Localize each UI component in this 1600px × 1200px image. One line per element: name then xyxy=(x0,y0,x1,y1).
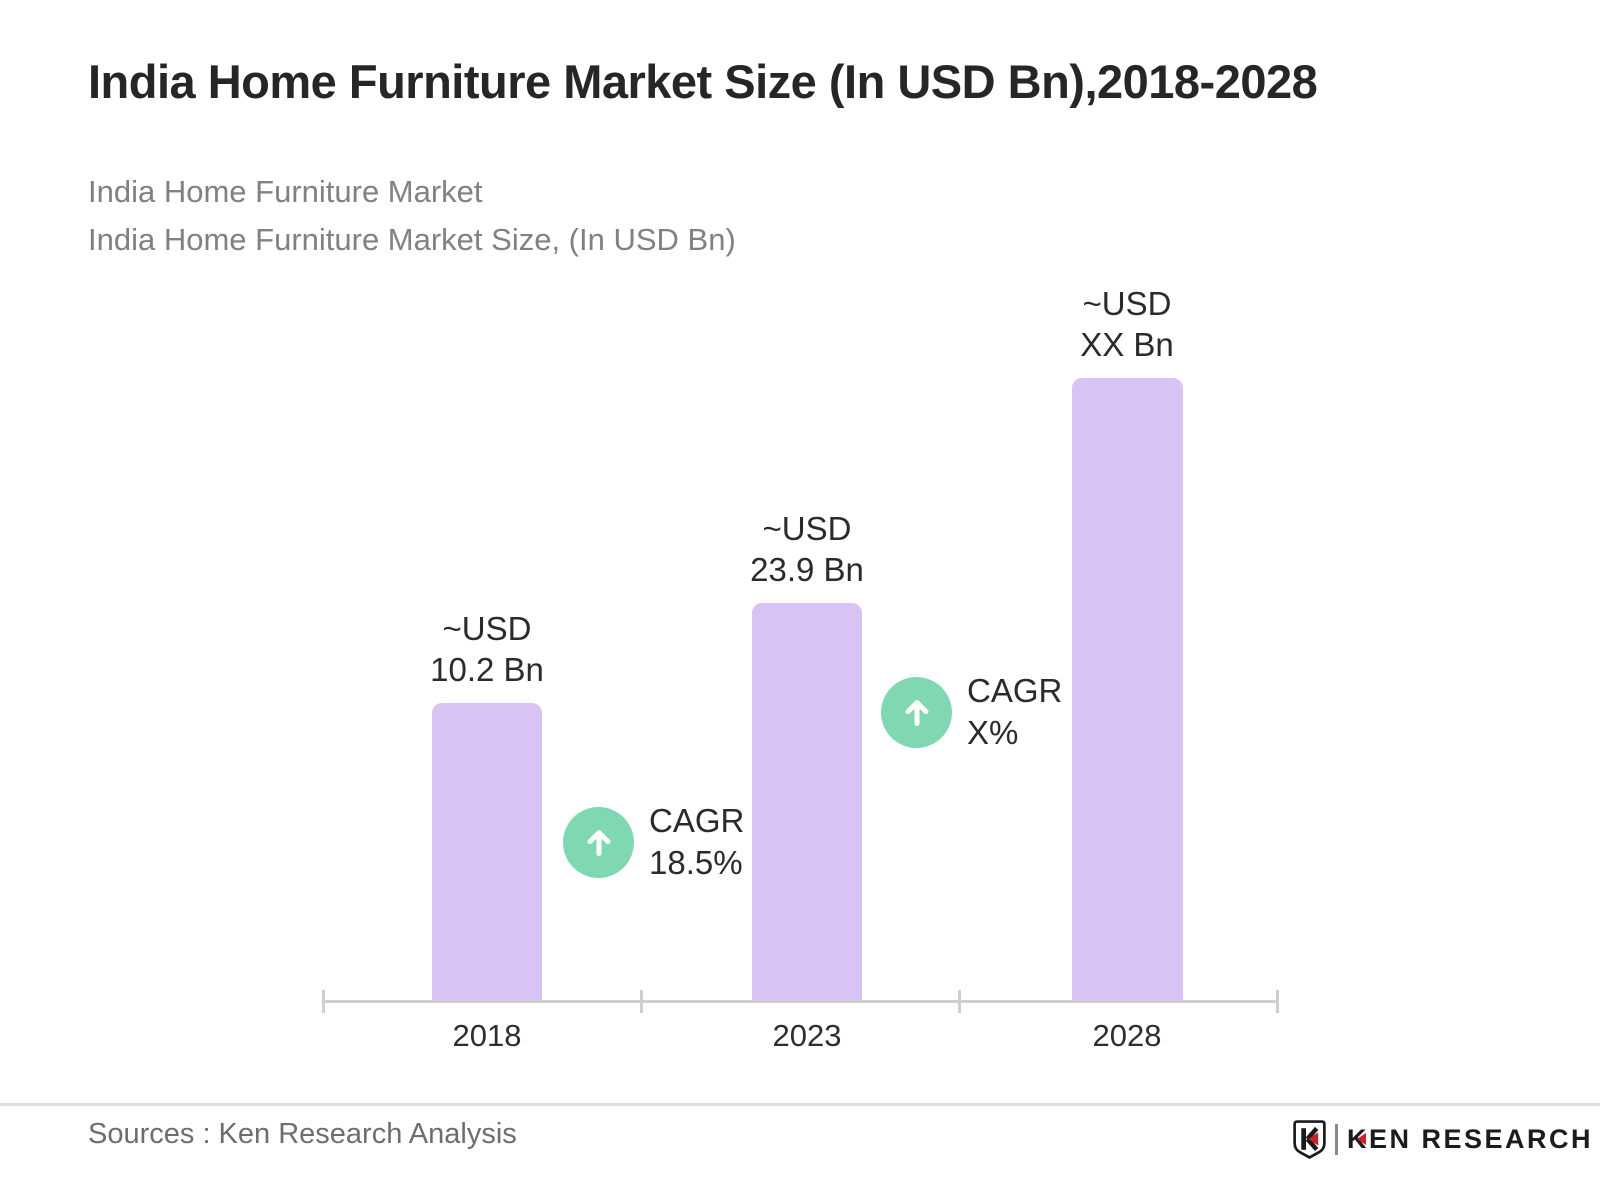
value-label-2023: ~USD 23.9 Bn xyxy=(697,508,917,590)
cagr-label-line: CAGR xyxy=(649,802,745,839)
page-title: India Home Furniture Market Size (In USD… xyxy=(88,55,1318,108)
bar-2018 xyxy=(432,703,542,1002)
cagr-badge-2023-2028: CAGR X% xyxy=(881,670,1062,754)
logo-text: KEN RESEARCH xyxy=(1347,1123,1594,1154)
cagr-label-line: CAGR xyxy=(967,672,1063,709)
x-axis-line xyxy=(322,1000,1279,1003)
footer-divider xyxy=(0,1103,1600,1106)
bar-2023 xyxy=(752,603,862,1002)
logo-separator xyxy=(1335,1123,1338,1155)
ken-research-logo: KEN RESEARCH xyxy=(1293,1115,1593,1163)
growth-up-arrow-icon xyxy=(881,676,952,748)
subtitle-line-1: India Home Furniture Market xyxy=(88,174,483,209)
x-axis-tick xyxy=(640,990,643,1013)
x-axis-label-2018: 2018 xyxy=(452,1018,522,1053)
x-axis-tick xyxy=(958,990,961,1013)
cagr-value: X% xyxy=(967,714,1019,751)
value-label-line: 10.2 Bn xyxy=(430,651,544,688)
cagr-value: 18.5% xyxy=(649,844,743,881)
subtitle-line-2: India Home Furniture Market Size, (In US… xyxy=(88,222,736,257)
logo-text-wrap: KEN RESEARCH xyxy=(1347,1124,1593,1155)
x-axis-tick xyxy=(1276,990,1279,1013)
cagr-label: CAGR 18.5% xyxy=(649,800,744,884)
growth-up-arrow-icon xyxy=(563,806,634,878)
cagr-badge-2018-2023: CAGR 18.5% xyxy=(563,800,744,884)
value-label-2028: ~USD XX Bn xyxy=(1017,283,1237,365)
value-label-line: 23.9 Bn xyxy=(750,551,864,588)
x-axis-label-2023: 2023 xyxy=(772,1018,842,1053)
ken-shield-icon xyxy=(1293,1119,1326,1159)
value-label-line: XX Bn xyxy=(1080,326,1174,363)
value-label-2018: ~USD 10.2 Bn xyxy=(377,608,597,690)
value-label-line: ~USD xyxy=(442,610,532,647)
sources-text: Sources : Ken Research Analysis xyxy=(88,1118,517,1150)
x-axis-tick xyxy=(322,990,325,1013)
cagr-label: CAGR X% xyxy=(967,670,1062,754)
logo-red-triangle-icon xyxy=(1357,1133,1366,1145)
chart-subtitle: India Home Furniture Market India Home F… xyxy=(88,168,736,264)
bar-2028 xyxy=(1072,378,1183,1002)
value-label-line: ~USD xyxy=(762,510,852,547)
x-axis-label-2028: 2028 xyxy=(1092,1018,1162,1053)
value-label-line: ~USD xyxy=(1082,285,1172,322)
